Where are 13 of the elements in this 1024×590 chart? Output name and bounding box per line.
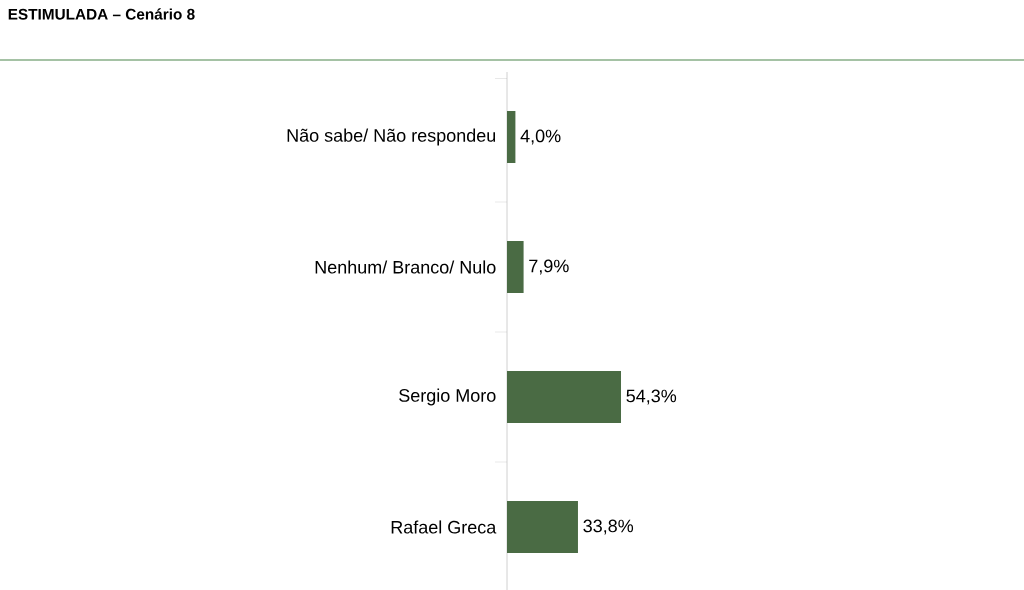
- bar: [507, 501, 578, 553]
- y-tick-label: Rafael Greca: [391, 520, 497, 534]
- data-label: 33,8%: [583, 519, 634, 535]
- bar: [507, 111, 516, 164]
- y-tick-label: Não sabe/ Não respondeu: [287, 128, 496, 146]
- y-tick-label: Sergio Moro: [399, 388, 496, 406]
- data-label: 54,3%: [626, 389, 677, 405]
- bar: [507, 371, 622, 424]
- data-label: 4,0%: [520, 129, 561, 145]
- y-tick-label: Nenhum/ Branco/ Nulo: [315, 260, 496, 274]
- text: ESTIMULADA – Cenário 8: [8, 8, 195, 20]
- data-label: 7,9%: [529, 259, 569, 275]
- bar: [507, 241, 524, 294]
